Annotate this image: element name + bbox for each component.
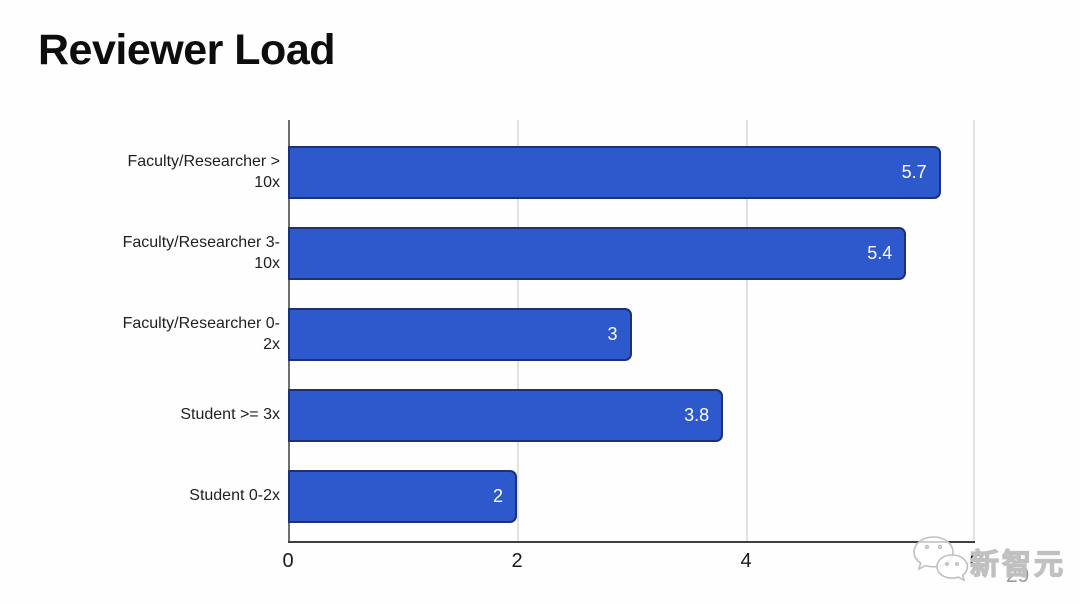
bar: 3.8: [288, 389, 724, 442]
bar-row: Faculty/Researcher > 10x 5.7: [110, 132, 975, 213]
x-tick-label: 4: [740, 550, 752, 572]
bar-row: Student >= 3x 3.8: [110, 375, 975, 456]
bar-track: 3: [288, 294, 975, 375]
bar-value-label: 2: [492, 486, 503, 506]
bar-row: Student 0-2x 2: [110, 456, 975, 537]
x-tick-label: 2: [511, 550, 523, 572]
bar: 3: [288, 308, 632, 361]
gridline-6: [973, 120, 975, 543]
bar-value-label: 5.7: [901, 162, 927, 182]
bar-chart: Faculty/Researcher > 10x 5.7 Faculty/Resea…: [110, 120, 975, 543]
category-label: Student >= 3x: [180, 406, 280, 424]
bar-track: 2: [288, 456, 975, 537]
x-tick-label: 6: [969, 550, 981, 572]
x-axis-ticks: 0 2 4 6: [282, 550, 980, 576]
bar-rows: Faculty/Researcher > 10x 5.7 Faculty/Resea…: [110, 120, 975, 543]
bar: 5.4: [288, 227, 907, 280]
category-label: Faculty/Researcher 3-10x: [122, 234, 280, 272]
bar: 5.7: [288, 146, 941, 199]
category-label: Faculty/Researcher 0-2x: [122, 315, 280, 353]
bar-value-label: 3.8: [684, 405, 710, 425]
page-number: 29: [1006, 564, 1030, 587]
bar-value-label: 5.4: [867, 243, 893, 263]
chart-title: Reviewer Load: [38, 26, 336, 74]
bar-row: Faculty/Researcher 0-2x 3: [110, 294, 975, 375]
x-axis-line: [288, 541, 975, 543]
gridline-4: [745, 120, 748, 543]
bar: 2: [288, 470, 517, 523]
x-tick-label: 0: [282, 550, 294, 572]
bar-row: Faculty/Researcher 3-10x 5.4: [110, 213, 975, 294]
bar-value-label: 3: [607, 324, 618, 344]
bar-track: 5.7: [288, 132, 975, 213]
bar-track: 5.4: [288, 213, 975, 294]
category-label: Student 0-2x: [189, 487, 280, 505]
bar-track: 3.8: [288, 375, 975, 456]
category-label: Faculty/Researcher > 10x: [127, 153, 280, 191]
